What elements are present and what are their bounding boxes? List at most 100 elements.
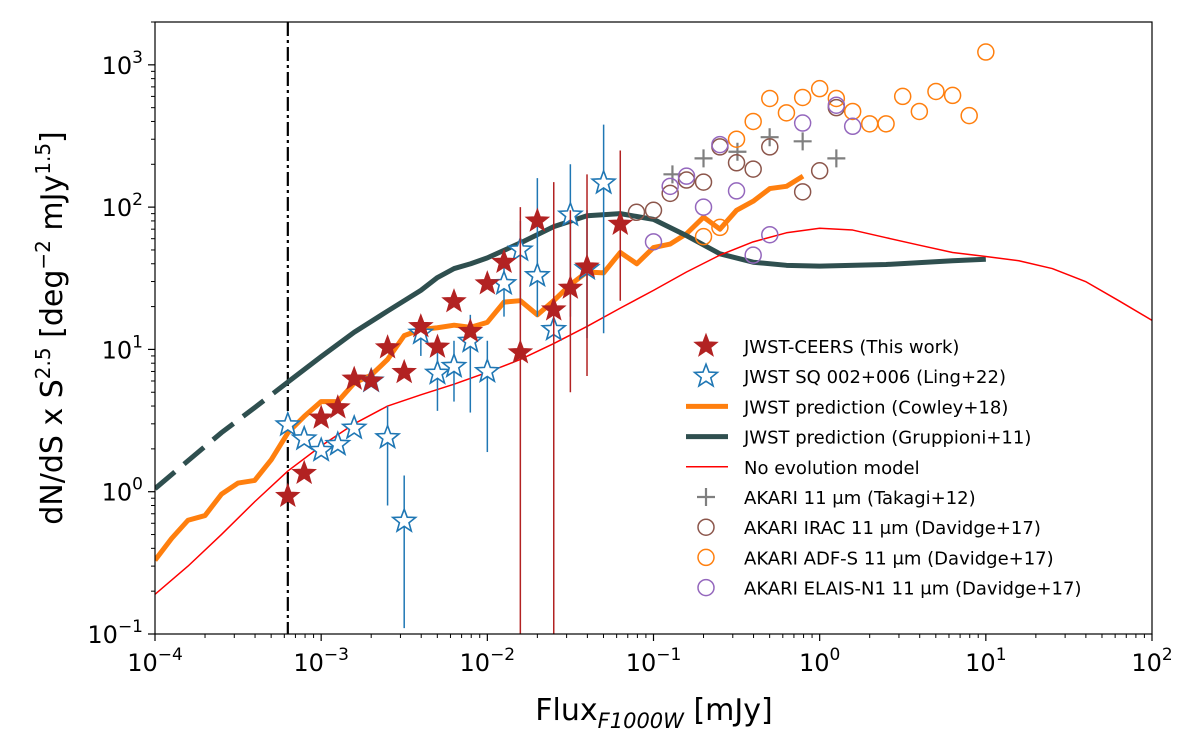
point-adfs (877, 115, 895, 133)
point-adfs (893, 87, 912, 106)
legend-label-adfs: AKARI ADF-S 11 μm (Davidge+17) (744, 548, 1054, 569)
point-irac (627, 203, 646, 222)
point-ling (290, 424, 318, 451)
point-irac (744, 160, 762, 178)
y-tick-label: 10−1 (87, 617, 143, 649)
legend-item-cowley: JWST prediction (Cowley+18) (686, 397, 1008, 418)
point-ling (324, 430, 352, 456)
series-irac (627, 98, 846, 222)
point-irac (644, 201, 663, 220)
point-irac (810, 162, 829, 180)
point-ceers (408, 313, 434, 338)
point-adfs (744, 112, 762, 131)
plot-area (154, 21, 1153, 635)
y-tick-label: 100 (102, 475, 143, 507)
legend-label-ceers: JWST-CEERS (This work) (743, 337, 959, 358)
point-elais (793, 114, 812, 132)
point-ceers (441, 288, 467, 313)
point-adfs (727, 130, 746, 148)
point-elais (744, 246, 762, 264)
point-takagi (827, 149, 846, 168)
legend: JWST-CEERS (This work) JWST SQ 002+006 (L… (686, 332, 1081, 600)
plot-content (155, 22, 1152, 634)
series-ceers (275, 150, 634, 634)
point-adfs (977, 43, 995, 61)
point-ceers (524, 207, 551, 232)
point-ling (274, 410, 302, 437)
point-adfs (943, 86, 962, 105)
y-axis: 10−1 100 101 102 103 (87, 21, 155, 649)
point-adfs (927, 82, 945, 101)
point-ceers (540, 296, 567, 321)
y-tick-label: 101 (102, 332, 143, 364)
legend-item-noevo: No evolution model (686, 458, 920, 479)
point-ceers (341, 365, 367, 390)
point-adfs (827, 89, 846, 108)
point-ceers (358, 367, 384, 392)
point-ceers (391, 358, 417, 384)
x-tick-label: 10−1 (626, 645, 682, 677)
legend-item-elais: AKARI ELAIS-N1 11 μm (Davidge+17) (697, 578, 1081, 600)
legend-item-gruppioni: JWST prediction (Gruppioni+11) (686, 428, 1031, 449)
point-irac (727, 154, 746, 172)
legend-item-ling: JWST SQ 002+006 (Ling+22) (692, 361, 1006, 388)
legend-label-elais: AKARI ELAIS-N1 11 μm (Davidge+17) (744, 579, 1081, 600)
x-tick-label: 101 (965, 645, 1006, 677)
point-ceers (275, 482, 301, 508)
x-tick-label: 10−2 (460, 645, 516, 677)
point-elais (843, 117, 862, 136)
point-ceers (308, 404, 334, 429)
point-adfs (860, 115, 879, 133)
legend-marker-takagi (697, 488, 715, 506)
point-adfs (910, 102, 929, 121)
point-elais (711, 135, 729, 154)
point-ceers (507, 339, 534, 364)
point-adfs (960, 106, 978, 125)
point-elais (661, 177, 679, 196)
y-tick-label: 102 (102, 190, 143, 222)
point-ling (340, 413, 368, 440)
point-ling (390, 506, 418, 533)
line-cowley (155, 174, 805, 562)
legend-label-ling: JWST SQ 002+006 (Ling+22) (743, 367, 1006, 388)
point-ling (456, 327, 484, 353)
point-ceers (557, 274, 584, 299)
x-axis-label: FluxF1000W [mJy] (535, 693, 772, 733)
point-ceers (607, 210, 634, 235)
legend-marker-elais (697, 578, 715, 597)
point-elais (677, 167, 696, 185)
series-elais (644, 96, 862, 264)
point-ling (307, 436, 335, 462)
point-elais (727, 182, 746, 200)
point-takagi (793, 132, 812, 151)
line-gruppioni-extrapolated (155, 380, 290, 491)
legend-label-noevo: No evolution model (744, 458, 920, 479)
plot-frame (154, 21, 1153, 635)
point-elais (827, 96, 846, 114)
legend-marker-ling (692, 361, 720, 388)
point-takagi (728, 142, 747, 161)
legend-marker-adfs (697, 548, 715, 567)
point-ling (590, 168, 618, 195)
point-ling (523, 261, 552, 288)
point-ceers (491, 248, 517, 274)
point-ling (423, 358, 452, 385)
x-tick-label: 100 (799, 645, 840, 677)
x-tick-label: 102 (1131, 645, 1172, 677)
point-ling (440, 352, 468, 378)
point-adfs (761, 89, 779, 108)
point-irac (793, 183, 812, 201)
point-adfs (777, 104, 796, 122)
point-ling (473, 357, 501, 384)
x-tick-label: 10−3 (293, 645, 349, 677)
point-irac (661, 184, 679, 203)
point-irac (677, 171, 696, 189)
legend-label-takagi: AKARI 11 μm (Takagi+12) (744, 488, 976, 509)
point-adfs (793, 88, 812, 107)
point-ceers (424, 333, 451, 358)
x-tick-label: 10−4 (127, 645, 183, 677)
legend-label-irac: AKARI IRAC 11 μm (Davidge+17) (744, 518, 1041, 539)
point-ceers (474, 270, 501, 295)
series-takagi (663, 128, 846, 184)
